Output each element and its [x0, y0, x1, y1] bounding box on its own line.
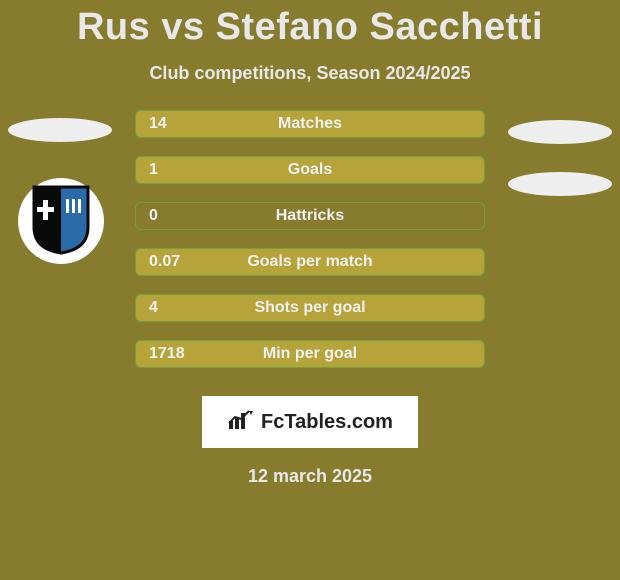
stat-label: Shots per goal	[135, 294, 485, 322]
stat-row: 0.07Goals per match	[135, 248, 485, 276]
comparison-area: 14Matches1Goals0Hattricks0.07Goals per m…	[0, 118, 620, 388]
stat-row: 1718Min per goal	[135, 340, 485, 368]
stat-label: Hattricks	[135, 202, 485, 230]
stat-row: 4Shots per goal	[135, 294, 485, 322]
club-badge-left	[18, 178, 104, 264]
page-subtitle: Club competitions, Season 2024/2025	[0, 63, 620, 84]
pisa-shield-icon	[30, 183, 92, 260]
player-right-placeholder-1	[508, 120, 612, 144]
stat-row: 14Matches	[135, 110, 485, 138]
brand-box: FcTables.com	[202, 396, 418, 448]
stat-label: Goals	[135, 156, 485, 184]
player-left-placeholder-1	[8, 118, 112, 142]
brand-text: FcTables.com	[261, 411, 393, 434]
stat-row: 1Goals	[135, 156, 485, 184]
stat-bars: 14Matches 1Goals 0Hattricks 0.07Goals per m…	[135, 110, 485, 386]
stat-label: Matches	[135, 110, 485, 138]
chart-icon	[227, 409, 255, 436]
page-title: Rus vs Stefano Sacchetti	[0, 0, 620, 49]
stat-row: 0Hattricks	[135, 202, 485, 230]
stat-label: Min per goal	[135, 340, 485, 368]
stat-label: Goals per match	[135, 248, 485, 276]
player-right-placeholder-2	[508, 172, 612, 196]
footer-date: 12 march 2025	[0, 466, 620, 487]
